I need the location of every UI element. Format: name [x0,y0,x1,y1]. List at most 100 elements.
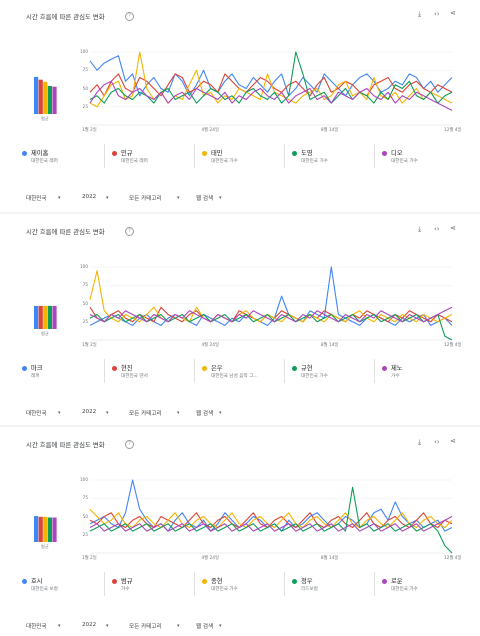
legend-term-description: 대한민국 가수 [211,159,238,164]
year-select[interactable]: 2022 [82,194,97,200]
legend-color-dot [382,366,387,371]
chevron-down-icon[interactable]: ▾ [58,194,61,201]
y-axis-tick: 50 [82,85,88,91]
category-select[interactable]: 모든 카테고리 [129,411,162,417]
legend-term-name[interactable]: 호시 [31,578,43,585]
help-icon[interactable]: ? [125,227,134,236]
trends-panel-2: 시간 흐름에 따른 관심도 변화? ⤓ ‹› ⋖ 평균 100 75 50 25 1월 2일 4월 … [12,215,468,425]
region-select[interactable]: 대한민국 [26,196,47,202]
chevron-down-icon[interactable]: ▾ [106,409,109,416]
search-type-select[interactable]: 웹 검색 [196,411,214,417]
category-select[interactable]: 모든 카테고리 [129,196,162,202]
share-icon[interactable]: ⋖ [450,224,456,232]
y-axis-tick: 25 [82,103,88,109]
x-axis-tick: 8월 14일 [320,128,339,133]
average-label: 평균 [41,331,49,336]
chevron-down-icon[interactable]: ▾ [106,622,109,629]
download-icon[interactable]: ⤓ [418,225,422,233]
chevron-down-icon[interactable]: ▾ [177,622,180,629]
download-icon[interactable]: ⤓ [418,10,422,18]
legend-term-name[interactable]: 범규 [121,578,133,585]
chevron-down-icon[interactable]: ▾ [106,194,109,201]
series-line [89,55,453,97]
x-axis-tick: 12월 4일 [444,556,462,561]
legend-term-name[interactable]: 제이홉 [31,150,49,157]
share-icon[interactable]: ⋖ [450,9,456,17]
share-icon[interactable]: ⋖ [450,437,456,445]
x-axis-tick: 8월 14일 [320,556,339,561]
chevron-down-icon[interactable]: ▾ [177,194,180,201]
average-bar [47,86,52,114]
legend-color-dot [292,151,297,156]
legend-term-description: 대한민국 보컬 [31,587,58,592]
chevron-down-icon[interactable]: ▾ [219,194,222,201]
trend-chart [34,479,453,554]
x-axis-tick: 1월 2일 [82,343,97,348]
legend-term-description: 가수 [121,587,130,592]
average-bar [52,517,57,542]
chevron-down-icon[interactable]: ▾ [58,409,61,416]
y-axis-tick: 100 [80,264,88,269]
x-axis-tick: 1월 2일 [82,556,97,561]
help-icon[interactable]: ? [125,440,134,449]
legend-term-name[interactable]: 마크 [31,365,43,372]
average-bar [34,516,39,542]
legend-term-name[interactable]: 태민 [211,150,223,157]
legend-divider [194,144,195,168]
series-line [89,313,453,341]
year-select[interactable]: 2022 [82,409,97,415]
legend-term-name[interactable]: 제노 [391,365,403,372]
search-type-select[interactable]: 웹 검색 [196,196,214,202]
chevron-down-icon[interactable]: ▾ [219,409,222,416]
y-axis-tick: 50 [82,300,88,306]
legend-color-dot [292,579,297,584]
legend-term-description: 대한민국 가수 [391,159,418,164]
average-bar [38,79,43,114]
average-label: 평균 [41,116,49,121]
legend-term-name[interactable]: 도영 [301,150,313,157]
category-select[interactable]: 모든 카테고리 [129,624,162,630]
legend-color-dot [202,579,207,584]
embed-icon[interactable]: ‹› [434,438,440,446]
region-select[interactable]: 대한민국 [26,411,47,417]
chevron-down-icon[interactable]: ▾ [58,622,61,629]
legend-divider [284,144,285,168]
embed-icon[interactable]: ‹› [434,225,440,233]
legend-color-dot [202,151,207,156]
chevron-down-icon[interactable]: ▾ [219,622,222,629]
trend-chart [34,51,453,126]
legend-divider [104,359,105,383]
average-bar [52,86,57,114]
chevron-down-icon[interactable]: ▾ [177,409,180,416]
legend-term-name[interactable]: 디오 [391,150,403,157]
legend-term-name[interactable]: 현진 [121,365,133,372]
legend-term-description: 대한민국 래퍼 [121,159,148,164]
help-icon[interactable]: ? [125,12,134,21]
legend-divider [104,572,105,596]
embed-icon[interactable]: ‹› [434,10,440,18]
y-axis-tick: 75 [82,282,88,288]
legend-term-name[interactable]: 은우 [211,365,223,372]
trends-panel-1: 시간 흐름에 따른 관심도 변화? ⤓ ‹› ⋖ 평균 100 75 50 25 1월 2일 4월 … [12,0,468,212]
series-line [89,80,453,111]
search-type-select[interactable]: 웹 검색 [196,624,214,630]
legend-color-dot [382,151,387,156]
average-bar [38,516,43,542]
legend-term-name[interactable]: 정우 [301,578,313,585]
region-select[interactable]: 대한민국 [26,624,47,630]
legend-term-name[interactable]: 규현 [301,365,313,372]
y-axis-tick: 100 [80,49,88,54]
legend-term-description: 대한민국 남성 음악 그... [211,374,258,379]
legend-term-name[interactable]: 종현 [211,578,223,585]
trends-panel-3: 시간 흐름에 따른 관심도 변화? ⤓ ‹› ⋖ 평균 100 75 50 25 1월 2일 4월 … [12,428,468,636]
legend-term-description: 래퍼 [31,374,40,379]
trend-chart [34,266,453,341]
average-bar [43,81,48,114]
download-icon[interactable]: ⤓ [418,438,422,446]
year-select[interactable]: 2022 [82,622,97,628]
legend-term-description: 대한민국 가수 [391,587,418,592]
legend-term-name[interactable]: 민규 [121,150,133,157]
legend-term-name[interactable]: 로운 [391,578,403,585]
panel-title: 시간 흐름에 따른 관심도 변화 [26,13,105,21]
x-axis-tick: 4월 24일 [201,556,219,561]
